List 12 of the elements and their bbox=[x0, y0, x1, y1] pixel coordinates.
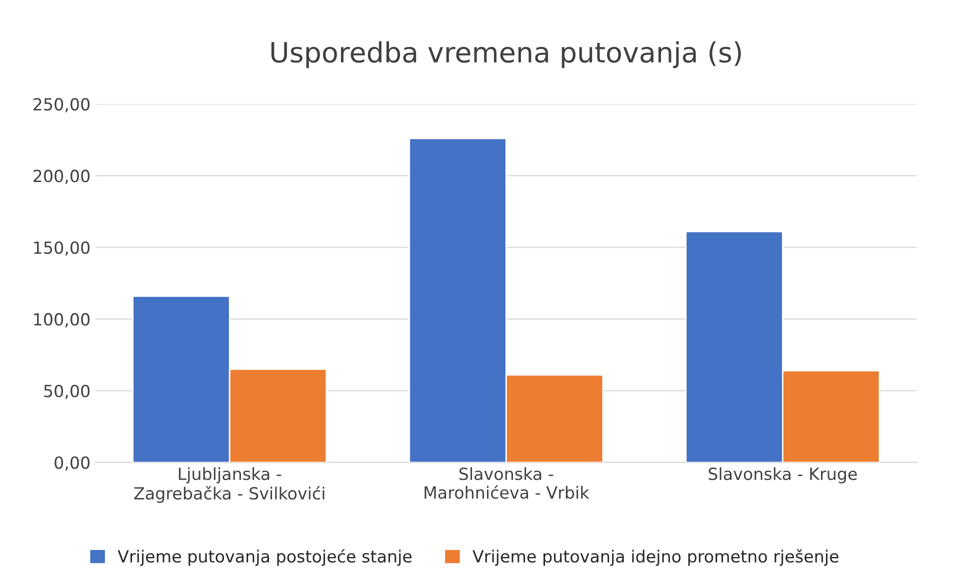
y-tick-label: 0,00 bbox=[54, 456, 90, 471]
y-tick-label: 100,00 bbox=[34, 313, 90, 328]
y-tick-label: 200,00 bbox=[34, 170, 90, 184]
x-tick-label: Slavonska - Kruge bbox=[708, 467, 857, 484]
y-tick-label: 50,00 bbox=[44, 384, 90, 399]
x-tick-label: Slavonska - Marohnićeva - Vrbik bbox=[424, 467, 590, 499]
y-tick-label: 250,00 bbox=[34, 98, 90, 112]
x-tick-label: Ljubljanska - Zagrebačka - Svilkovići bbox=[134, 467, 324, 503]
legend-label: Vrijeme putovanja idejno prometno rješenje bbox=[472, 549, 838, 566]
y-tick-label: 150,00 bbox=[34, 241, 90, 256]
chart-title: Usporedba vremena putovanja (s) bbox=[271, 41, 741, 68]
legend-label: Vrijeme putovanja postojeće stanje bbox=[118, 549, 412, 566]
